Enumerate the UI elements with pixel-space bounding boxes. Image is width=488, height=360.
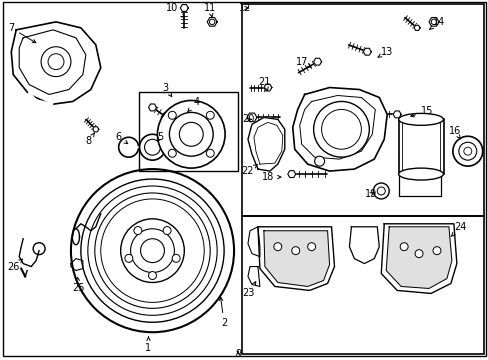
Text: 25: 25 [73,277,85,293]
Bar [242,4,483,216]
Polygon shape [349,227,379,264]
Text: 26: 26 [7,259,22,271]
Circle shape [314,156,324,166]
Polygon shape [93,127,99,132]
Bar [242,216,483,354]
Circle shape [313,102,368,157]
Circle shape [206,149,214,157]
Circle shape [432,247,440,255]
Polygon shape [180,5,188,12]
Text: 20: 20 [241,114,254,124]
Circle shape [163,226,171,234]
Text: 11: 11 [203,3,216,17]
Circle shape [124,255,133,262]
Circle shape [452,136,482,166]
Polygon shape [247,266,260,287]
Polygon shape [247,227,260,257]
Polygon shape [363,48,370,55]
Polygon shape [264,231,329,287]
Text: 13: 13 [377,47,392,57]
Circle shape [206,111,214,119]
Polygon shape [292,87,386,171]
Polygon shape [207,18,217,26]
Text: 2: 2 [219,297,227,328]
Text: 10: 10 [166,3,184,17]
Circle shape [414,250,422,258]
Polygon shape [71,258,82,271]
Polygon shape [264,84,271,91]
Circle shape [121,219,184,283]
Text: 9: 9 [235,349,241,359]
Text: 19: 19 [365,189,377,199]
Bar [138,91,238,171]
Polygon shape [392,111,400,118]
Polygon shape [413,25,419,31]
Polygon shape [386,227,451,288]
Ellipse shape [398,113,443,125]
Circle shape [41,47,71,77]
Polygon shape [428,18,438,26]
Circle shape [168,111,176,119]
Polygon shape [247,117,284,171]
Text: 15: 15 [410,107,432,117]
Text: 1: 1 [145,337,151,353]
Polygon shape [313,58,321,65]
Circle shape [157,100,224,168]
Polygon shape [148,104,156,111]
Circle shape [291,247,299,255]
Text: 17: 17 [295,57,310,67]
Text: 21: 21 [258,77,270,90]
Bar [398,154,440,196]
Circle shape [307,243,315,251]
Text: 24: 24 [450,222,466,237]
Circle shape [372,183,388,199]
Text: 3: 3 [162,82,171,96]
Circle shape [148,271,156,279]
Circle shape [134,226,142,234]
Text: 14: 14 [429,17,444,29]
Polygon shape [257,227,334,291]
Bar [401,122,439,170]
Circle shape [168,149,176,157]
Circle shape [139,134,165,160]
Polygon shape [11,22,101,104]
Text: 18: 18 [261,172,280,182]
Text: 12: 12 [238,3,251,13]
Circle shape [172,255,180,262]
Text: 4: 4 [187,98,199,112]
Text: 8: 8 [85,133,94,146]
Ellipse shape [398,168,443,180]
Polygon shape [287,171,295,177]
Text: 6: 6 [115,132,127,144]
Circle shape [399,243,407,251]
Polygon shape [246,113,256,122]
Text: 7: 7 [8,23,36,43]
Text: 22: 22 [241,165,257,176]
Text: 5: 5 [157,132,163,142]
Bar [398,120,443,174]
Circle shape [273,243,281,251]
Text: 23: 23 [241,282,255,298]
Polygon shape [381,224,456,293]
Text: 16: 16 [448,126,460,139]
